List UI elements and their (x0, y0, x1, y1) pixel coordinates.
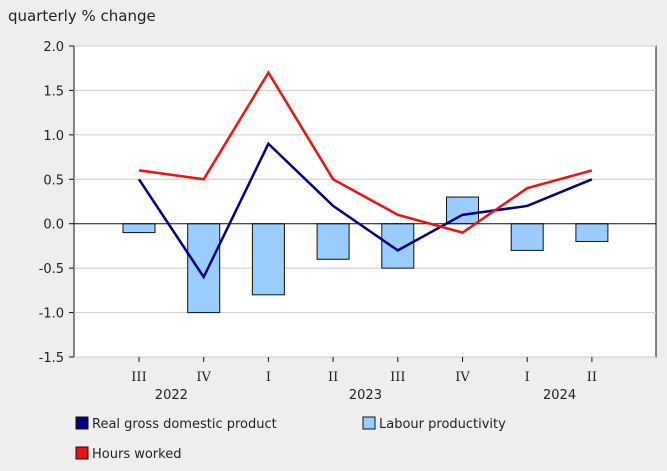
x-tick-label-2: I (266, 370, 271, 385)
year-label-2023: 2023 (349, 388, 382, 403)
legend-label-2: Hours worked (92, 447, 181, 462)
bar-1 (187, 223, 221, 314)
line-series (137, 70, 593, 280)
bar-0 (122, 223, 156, 234)
legend-label-1: Labour productivity (379, 417, 506, 432)
bar-2 (251, 223, 285, 296)
bar-7 (575, 223, 609, 242)
y-tick-label-6: -1.0 (39, 307, 64, 322)
line-hours-worked (138, 70, 593, 234)
gridlines (74, 45, 656, 358)
x-tick-label-0: III (131, 370, 146, 385)
x-tick-label-4: III (390, 370, 405, 385)
bar-4 (381, 223, 415, 269)
legend-swatch-0 (75, 416, 89, 430)
y-tick-label-4: 0.0 (43, 218, 64, 233)
y-tick-label-2: 1.0 (43, 129, 64, 144)
legend: Real gross domestic product Labour produc… (75, 416, 506, 462)
x-tick-label-7: II (587, 370, 597, 385)
plot-area (73, 45, 657, 358)
year-label-2024: 2024 (543, 388, 576, 403)
legend-swatch-2 (75, 446, 89, 460)
y-axis-ticks: 2.0 1.5 1.0 0.5 0.0 -0.5 -1.0 -1.5 (39, 40, 74, 366)
x-tick-label-1: IV (196, 370, 211, 385)
y-tick-label-5: -0.5 (39, 262, 64, 277)
y-tick-label-1: 1.5 (43, 84, 64, 99)
y-tick-label-3: 0.5 (43, 173, 64, 188)
legend-label-0: Real gross domestic product (92, 417, 277, 432)
y-tick-label-0: 2.0 (43, 40, 64, 55)
x-tick-label-6: I (525, 370, 530, 385)
x-tick-label-3: II (328, 370, 338, 385)
legend-swatch-1 (362, 416, 376, 430)
x-tick-label-5: IV (455, 370, 470, 385)
line-real-gross-domestic-product (137, 141, 593, 280)
y-axis-label: quarterly % change (8, 7, 156, 25)
y-tick-label-7: -1.5 (39, 351, 64, 366)
bar-6 (510, 223, 544, 251)
year-label-2022: 2022 (155, 388, 188, 403)
bar-3 (316, 223, 350, 260)
